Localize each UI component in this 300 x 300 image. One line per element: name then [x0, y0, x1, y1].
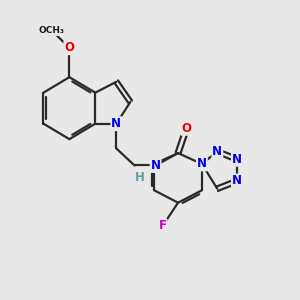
Text: N: N	[197, 158, 207, 170]
Text: N: N	[232, 153, 242, 166]
Text: O: O	[182, 122, 191, 135]
Text: H: H	[135, 171, 145, 184]
Text: N: N	[232, 175, 242, 188]
Text: N: N	[151, 159, 160, 172]
Text: N: N	[212, 145, 222, 158]
Text: N: N	[111, 117, 121, 130]
Text: O: O	[64, 41, 74, 54]
Text: OCH₃: OCH₃	[39, 26, 65, 35]
Text: F: F	[159, 219, 167, 232]
